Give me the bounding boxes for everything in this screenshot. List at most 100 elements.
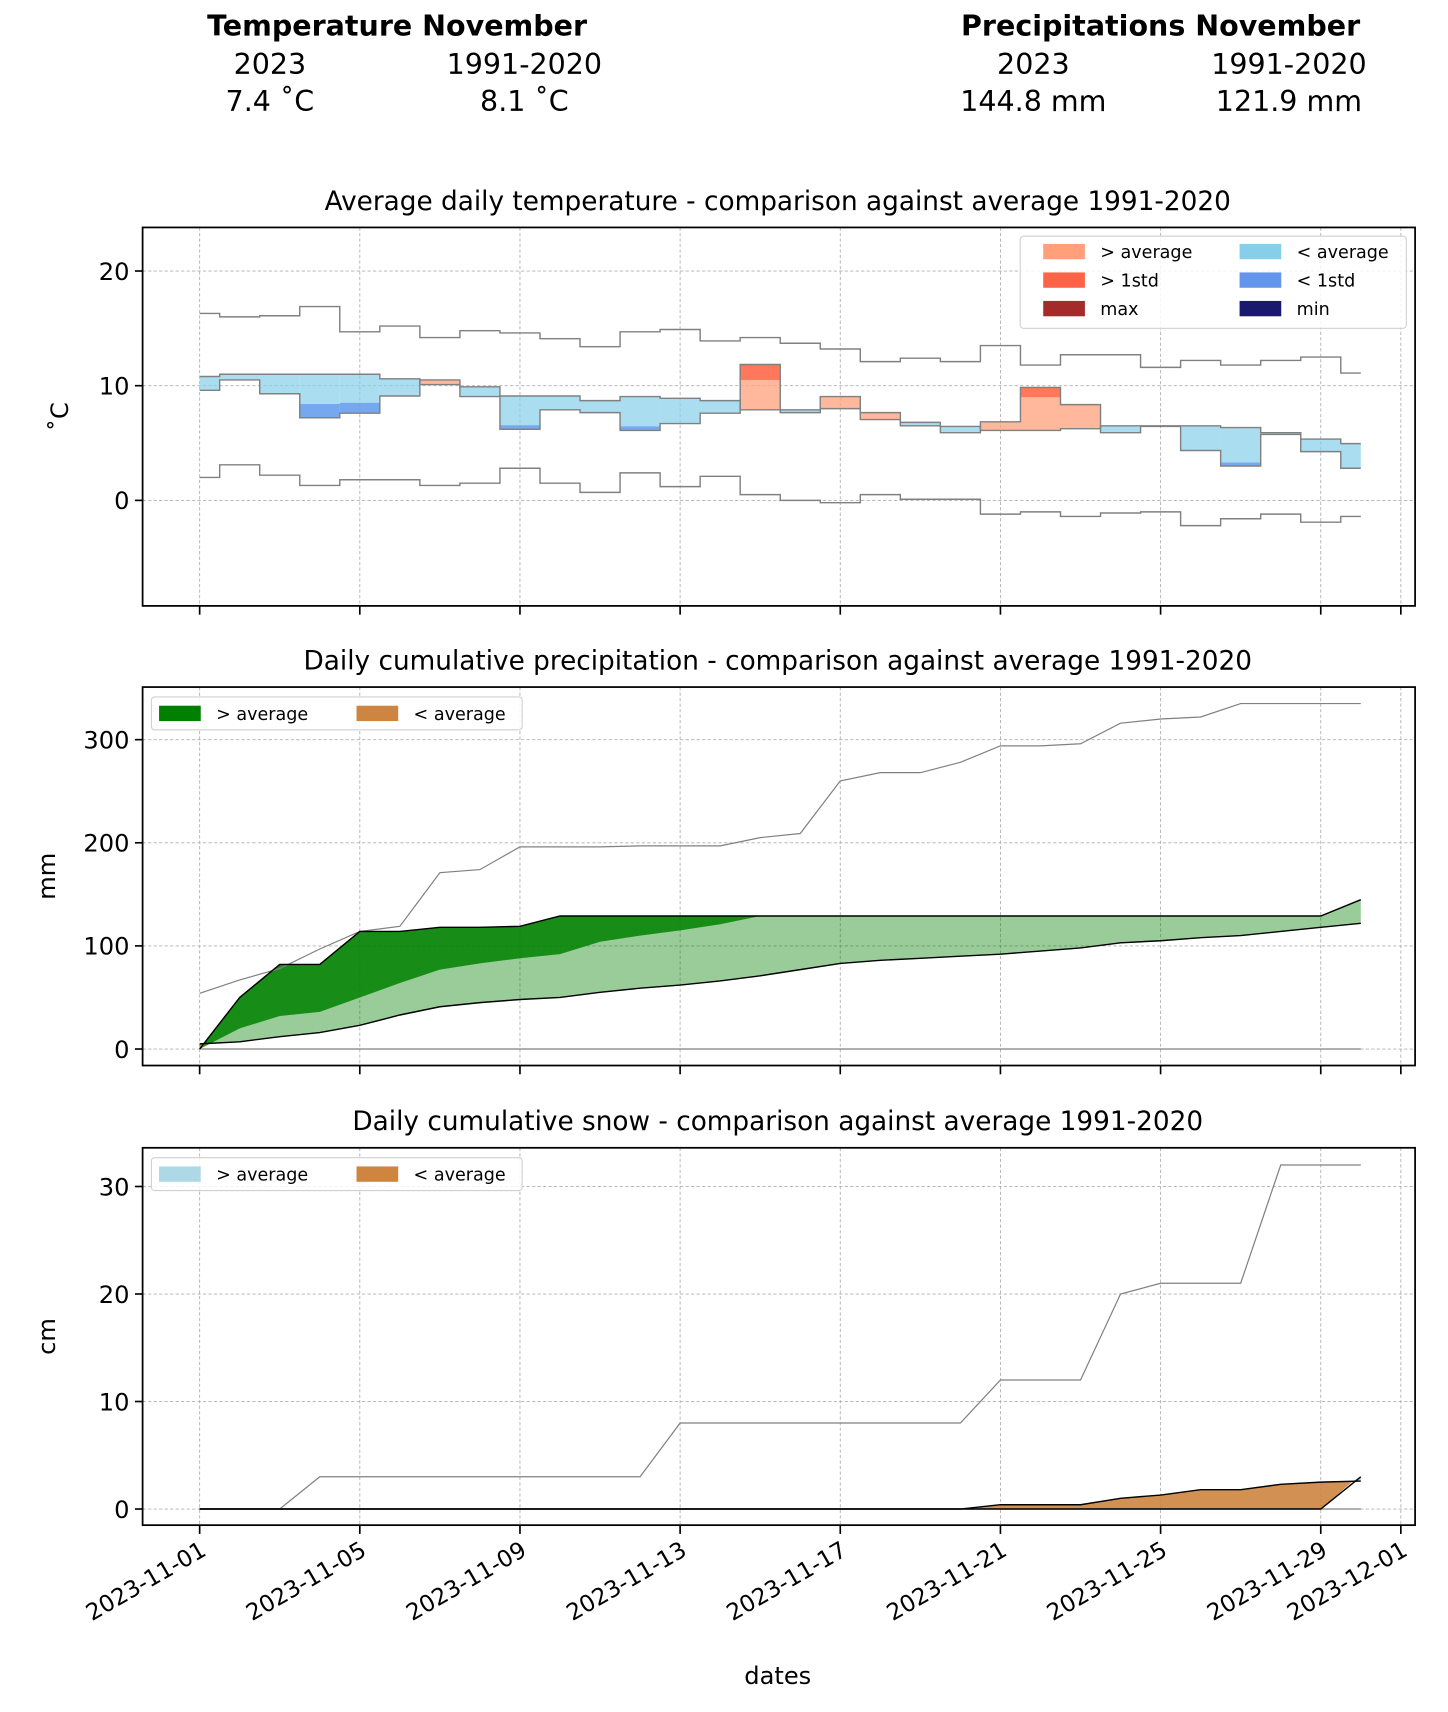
legend-swatch	[1239, 300, 1282, 317]
series-min	[199, 464, 1361, 527]
legend-swatch	[356, 705, 399, 722]
y-tick-label: 0	[114, 1036, 129, 1064]
bar-above-1std	[740, 364, 781, 380]
y-tick-label: 0	[114, 1496, 129, 1524]
x-tick-label: 2023-11-17	[722, 1537, 851, 1626]
series-max	[199, 1164, 1361, 1510]
bar-below-average	[1260, 432, 1301, 435]
bar-above-average	[1060, 404, 1101, 429]
y-tick-label: 100	[83, 933, 129, 961]
precipitation-col-normal: 1991-2020	[1211, 48, 1366, 81]
x-tick-label: 2023-11-25	[1043, 1537, 1172, 1626]
precipitation-title: Precipitations November	[961, 9, 1360, 42]
series-max	[199, 702, 1361, 994]
legend-swatch	[159, 705, 201, 722]
legend-swatch	[1239, 243, 1282, 260]
bar-below-average	[1180, 425, 1221, 451]
legend-label: < average	[414, 1166, 506, 1186]
bar-below-1std	[299, 404, 340, 418]
bar-below-average	[1220, 427, 1261, 466]
legend-swatch	[356, 1166, 399, 1182]
legend-swatch	[1239, 272, 1282, 288]
bar-below-1std	[620, 426, 661, 431]
bar-above-average	[980, 421, 1021, 431]
bar-below-average	[1340, 443, 1361, 469]
bar-below-1std	[1220, 462, 1261, 466]
plot-frame	[141, 686, 1416, 1067]
bar-above-average	[860, 412, 901, 420]
bar-below-average	[259, 374, 300, 394]
y-tick-label: 20	[99, 258, 130, 286]
legend-label: max	[1100, 300, 1138, 320]
header-temperature: Temperature November 2023 1991-2020 7.4 …	[207, 9, 602, 118]
legend-label: > average	[1100, 243, 1192, 263]
plot-frame	[141, 226, 1416, 607]
bar-below-average	[660, 398, 701, 424]
legend: > average < average	[150, 1157, 523, 1192]
bar-below-average	[499, 396, 540, 430]
bar-below-average	[379, 378, 420, 397]
temperature-val-normal: 8.1 ˚C	[480, 85, 569, 118]
y-tick-label: 20	[99, 1281, 130, 1309]
legend: > average < average > 1std < 1std max min	[1019, 235, 1407, 329]
chart-panel-1: Average daily temperature - comparison a…	[46, 187, 1416, 615]
chart-panel-2: Daily cumulative precipitation - compari…	[33, 647, 1416, 1075]
x-tick-label: 2023-11-05	[242, 1537, 371, 1626]
temperature-val-current: 7.4 ˚C	[226, 85, 315, 118]
bar-below-average	[539, 396, 581, 410]
bar-below-average	[1300, 439, 1341, 452]
x-axis-label: dates	[744, 1662, 811, 1690]
header-precipitation: Precipitations November 2023 1991-2020 1…	[960, 9, 1366, 118]
bar-below-average	[940, 426, 981, 433]
y-axis-label: ˚C	[46, 402, 74, 431]
precipitation-val-current: 144.8 mm	[960, 85, 1106, 118]
chart-title: Average daily temperature - comparison a…	[325, 187, 1231, 217]
temperature-col-normal: 1991-2020	[447, 48, 602, 81]
y-tick-label: 0	[114, 487, 129, 515]
legend-label: > 1std	[1100, 272, 1159, 292]
bar-below-average	[1100, 425, 1141, 433]
x-tick-label: 2023-11-13	[562, 1537, 691, 1626]
y-tick-label: 10	[99, 372, 130, 400]
bar-above-average	[419, 379, 460, 385]
legend-label: < average	[1297, 243, 1389, 263]
bar-below-1std	[339, 402, 380, 414]
series-average	[199, 922, 1361, 1045]
bar-below-1std	[499, 425, 540, 430]
bar-below-average	[580, 400, 621, 413]
plot-frame	[141, 1146, 1416, 1527]
y-axis-label: cm	[33, 1318, 61, 1355]
legend-swatch	[1043, 300, 1085, 317]
legend-label: > average	[216, 705, 308, 725]
bar-below-average	[620, 396, 661, 431]
y-tick-label: 30	[99, 1173, 130, 1201]
series-actual-2023	[199, 1476, 1362, 1510]
series-actual-2023	[199, 363, 1361, 469]
x-tick-label: 2023-11-01	[82, 1537, 211, 1626]
legend-swatch	[1043, 243, 1085, 260]
area-above-1std	[199, 899, 1361, 1050]
legend-box	[150, 1157, 523, 1192]
bar-above-1std	[1020, 387, 1061, 398]
series-actual-2023	[199, 899, 1362, 1050]
legend-label: < 1std	[1297, 272, 1356, 292]
x-tick-label: 2023-11-21	[883, 1537, 1012, 1626]
legend-swatch	[1043, 272, 1085, 288]
legend-swatch	[159, 1166, 201, 1182]
y-tick-label: 10	[99, 1388, 130, 1416]
chart-panel-3: Daily cumulative snow - comparison again…	[33, 1107, 1416, 1534]
temperature-title: Temperature November	[207, 9, 587, 42]
bar-below-average	[459, 386, 500, 397]
y-tick-label: 300	[83, 726, 129, 754]
legend: > average < average	[150, 696, 523, 731]
precipitation-val-normal: 121.9 mm	[1216, 85, 1362, 118]
legend-label: > average	[216, 1166, 308, 1186]
series-max	[199, 305, 1361, 374]
y-axis-label: mm	[33, 853, 61, 900]
bar-below-average	[780, 409, 821, 413]
x-tick-label: 2023-11-09	[402, 1537, 531, 1626]
legend-box	[1019, 235, 1407, 329]
bar-below-average	[700, 400, 741, 414]
bar-below-average	[219, 374, 260, 380]
